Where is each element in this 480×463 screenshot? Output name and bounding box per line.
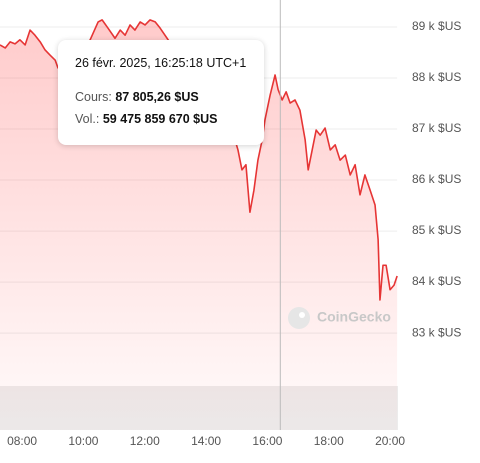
y-tick-label: 85 k $US [412,223,461,237]
y-tick-label: 86 k $US [412,172,461,186]
y-tick-label: 83 k $US [412,325,461,339]
tooltip-volume-label: Vol.: [75,112,100,126]
x-tick-label: 12:00 [130,434,160,448]
y-tick-label: 88 k $US [412,70,461,84]
y-tick-label: 84 k $US [412,274,461,288]
x-tick-label: 16:00 [252,434,282,448]
x-tick-label: 08:00 [7,434,37,448]
tooltip-volume-row: Vol.: 59 475 859 670 $US [75,112,264,126]
tooltip-price-row: Cours: 87 805,26 $US [75,90,264,104]
watermark-text: CoinGecko [317,309,391,325]
tooltip-volume: 59 475 859 670 $US [102,112,218,126]
y-tick-label: 87 k $US [412,121,461,135]
tooltip-price-label: Cours: [75,90,112,104]
x-tick-label: 20:00 [375,434,405,448]
x-tick-label: 18:00 [314,434,344,448]
tooltip-price: 87 805,26 $US [115,90,199,104]
watermark: CoinGecko [288,307,391,329]
tooltip-date: 26 févr. 2025, 16:25:18 UTC+1 [75,56,247,70]
y-tick-label: 89 k $US [412,19,461,33]
x-tick-label: 10:00 [68,434,98,448]
tooltip: 26 févr. 2025, 16:25:18 UTC+1 Cours: 87 … [58,40,264,145]
x-tick-label: 14:00 [191,434,221,448]
